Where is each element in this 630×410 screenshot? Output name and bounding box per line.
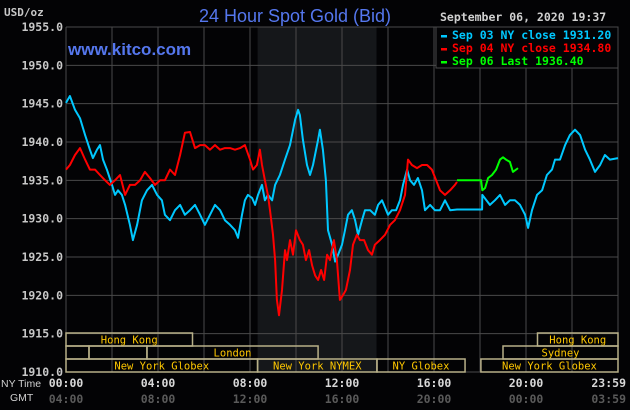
x-tick-label-gmt: 03:59: [591, 392, 626, 406]
datetime-label: September 06, 2020 19:37: [440, 10, 606, 24]
x-tick-label-ny: 12:00: [325, 376, 360, 390]
nymex-pit-shade: [257, 27, 377, 372]
legend-entry: Sep 06 Last 1936.40: [452, 54, 584, 68]
y-axis: 1955.0 1950.0 1945.0 1940.0 1935.0 1930.0 1925…: [21, 20, 63, 379]
y-tick-label: 1925.0: [21, 250, 63, 264]
session-label: New York Globex: [502, 361, 597, 373]
y-tick-label: 1950.0: [21, 58, 63, 72]
legend-box: [435, 26, 619, 69]
session-box: [376, 358, 466, 373]
session-label: Sydney: [542, 348, 580, 360]
chart-title: 24 Hour Spot Gold (Bid): [199, 6, 391, 26]
x-axis: NY Time GMT 00:00 04:00 04:00 08:00 08:00 12:00…: [1, 376, 626, 406]
series-line-sep-03: [65, 95, 619, 263]
y-tick-label: 1910.0: [21, 365, 63, 379]
y-tick-label: 1945.0: [21, 97, 63, 111]
x-tick-label-gmt: 16:00: [325, 392, 360, 406]
x-tick-label-gmt: 04:00: [49, 392, 84, 406]
pit-hours-shade: [257, 27, 377, 372]
x-tick-label-ny: 20:00: [509, 376, 544, 390]
legend-entry: Sep 03 NY close 1931.20: [452, 28, 611, 42]
x-tick-label-ny: 08:00: [233, 376, 268, 390]
y-tick-label: 1915.0: [21, 327, 63, 341]
legend-entry: Sep 04 NY close 1934.80: [452, 41, 611, 55]
x-row-label-gmt: GMT: [10, 392, 34, 404]
y-tick-label: 1955.0: [21, 20, 63, 34]
x-tick-label-gmt: 20:00: [417, 392, 452, 406]
series-line-sep-06: [457, 156, 519, 192]
series-lines: [65, 95, 619, 317]
session-label: Hong Kong: [549, 335, 606, 347]
session-label: London: [214, 348, 252, 360]
x-tick-label-ny: 16:00: [417, 376, 452, 390]
session-label: Hong Kong: [101, 335, 158, 347]
session-label: New York NYMEX: [273, 361, 362, 373]
x-tick-label-ny: 00:00: [49, 376, 84, 390]
x-tick-label-gmt: 08:00: [141, 392, 176, 406]
session-box: [480, 358, 619, 373]
legend-swatch: [441, 48, 447, 51]
series-line-sep-04: [65, 131, 458, 317]
session-label: New York Globex: [114, 361, 209, 373]
y-tick-label: 1940.0: [21, 135, 63, 149]
x-row-label-ny: NY Time: [1, 378, 41, 390]
website-link[interactable]: www.kitco.com: [67, 40, 191, 59]
legend-swatch: [441, 61, 447, 64]
legend-swatch: [441, 35, 447, 38]
y-tick-label: 1930.0: [21, 212, 63, 226]
x-tick-label-ny: 04:00: [141, 376, 176, 390]
unit-label: USD/oz: [4, 6, 44, 19]
x-tick-label-ny: 23:59: [591, 376, 626, 390]
y-tick-label: 1920.0: [21, 288, 63, 302]
y-tick-label: 1935.0: [21, 173, 63, 187]
x-tick-label-gmt: 12:00: [233, 392, 268, 406]
session-label: NY Globex: [393, 361, 450, 373]
x-tick-label-gmt: 00:00: [509, 392, 544, 406]
